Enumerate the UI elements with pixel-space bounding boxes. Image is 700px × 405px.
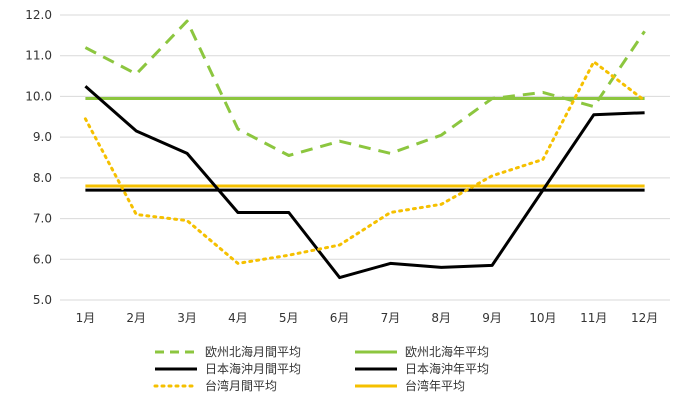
x-tick-label: 4月 xyxy=(228,311,248,325)
series-line-2 xyxy=(84,85,645,280)
y-tick-label: 9.0 xyxy=(33,130,52,144)
series-line-4 xyxy=(83,60,647,265)
gridlines xyxy=(60,14,670,301)
y-axis-ticks: 5.0 6.0 7.0 8.0 9.0 10.0 11.0 12.0 xyxy=(25,8,52,307)
legend-label-3: 日本海沖年平均 xyxy=(405,361,489,376)
x-tick-label: 3月 xyxy=(177,311,197,325)
legend-label-2: 日本海沖月間平均 xyxy=(205,361,301,376)
series-line-0 xyxy=(84,19,646,157)
x-tick-label: 6月 xyxy=(330,311,350,325)
x-tick-label: 8月 xyxy=(431,311,451,325)
y-tick-label: 5.0 xyxy=(33,293,52,307)
y-tick-label: 6.0 xyxy=(33,252,52,266)
legend-label-1: 欧州北海年平均 xyxy=(405,344,489,359)
y-tick-label: 12.0 xyxy=(25,8,52,22)
x-tick-label: 11月 xyxy=(580,311,607,325)
y-tick-label: 8.0 xyxy=(33,171,52,185)
x-tick-label: 2月 xyxy=(126,311,146,325)
x-tick-label: 9月 xyxy=(482,311,502,325)
y-tick-label: 7.0 xyxy=(33,212,52,226)
x-tick-label: 7月 xyxy=(381,311,401,325)
y-tick-label: 10.0 xyxy=(25,89,52,103)
x-tick-label: 12月 xyxy=(631,311,658,325)
y-tick-label: 11.0 xyxy=(25,49,52,63)
legend-label-5: 台湾年平均 xyxy=(405,378,465,393)
legend-label-4: 台湾月間平均 xyxy=(205,378,277,393)
x-tick-label: 1月 xyxy=(76,311,96,325)
x-axis-ticks: 1月 2月 3月 4月 5月 6月 7月 8月 9月 10月 11月 12月 xyxy=(76,311,659,325)
series-lines xyxy=(83,19,647,280)
x-tick-label: 5月 xyxy=(279,311,299,325)
legend-label-0: 欧州北海月間平均 xyxy=(205,344,301,359)
x-tick-label: 10月 xyxy=(529,311,556,325)
